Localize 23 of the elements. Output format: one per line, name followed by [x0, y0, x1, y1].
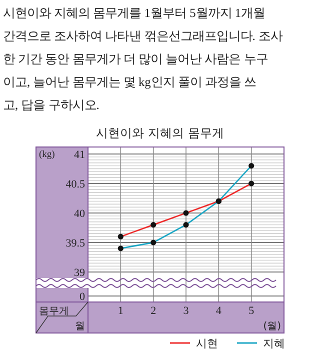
x-tick-label: 4: [216, 305, 222, 317]
y-axis-title: (kg): [39, 150, 55, 160]
y-tick-label: 40.5: [66, 178, 86, 190]
x-tick-label: 2: [150, 305, 156, 317]
legend-label: 시현: [196, 337, 218, 350]
text: 몸무게: [39, 306, 69, 317]
text: 월: [75, 321, 85, 332]
text: 고, 답을 구하시오.: [3, 98, 100, 112]
y-tick-label: 41: [74, 149, 85, 161]
text: 시현이와 지혜의 몸무게를 1월부터 5월까지 1개월: [3, 6, 266, 20]
chart-title: 시현이와 지혜의 몸무게: [96, 126, 224, 140]
x-tick-label: 1: [118, 305, 124, 317]
y-tick-label: 40: [74, 208, 86, 220]
text: 한 기간 동안 몸무게가 더 많이 늘어난 사람은 누구: [3, 52, 268, 66]
x-tick-label: 5: [248, 305, 255, 317]
text: 간격으로 조사하여 나타낸 꺾은선그래프입니다. 조사: [3, 29, 282, 43]
x-tick-label: 3: [183, 305, 190, 317]
text: 이고, 늘어난 몸무게는 몇 kg인지 풀이 과정을 쓰: [3, 75, 256, 89]
legend-label: 지혜: [263, 337, 285, 350]
text: 0: [80, 291, 86, 303]
x-axis-title: (월): [263, 321, 282, 332]
y-tick-label: 39: [74, 267, 86, 279]
y-tick-label: 39.5: [66, 238, 86, 250]
